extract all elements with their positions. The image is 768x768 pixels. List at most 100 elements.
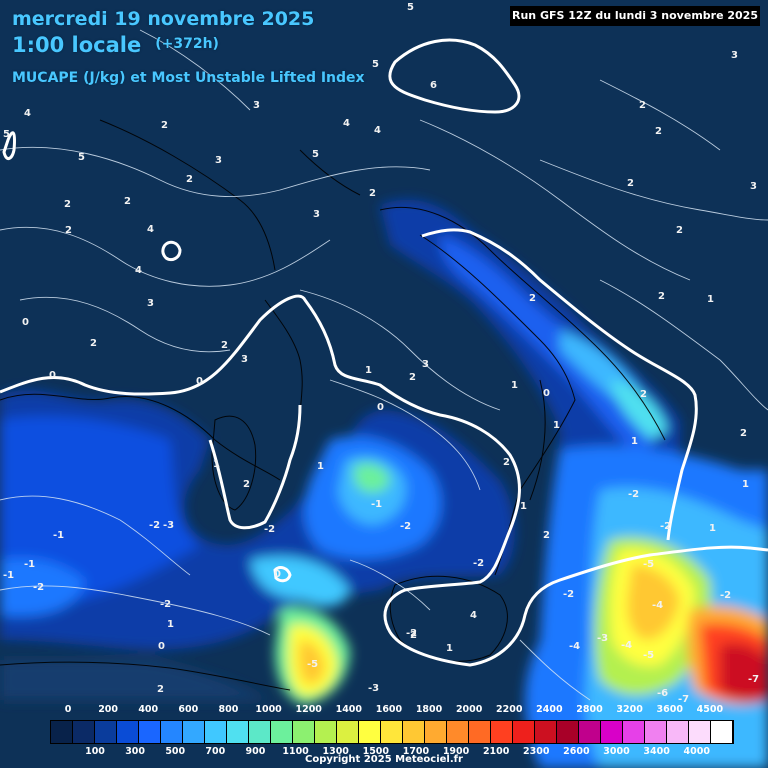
map-label: 2 (655, 126, 662, 137)
forecast-time: 1:00 locale (+372h) (12, 33, 219, 57)
map-label: 0 (49, 370, 56, 381)
legend-color-cell (645, 721, 667, 743)
legend-top-label: 1600 (375, 704, 403, 715)
legend-color-cell (403, 721, 425, 743)
map-label: 0 (158, 641, 165, 652)
map-label: -2 (400, 521, 411, 532)
legend-top-label: 1400 (335, 704, 363, 715)
map-label: 1 (742, 479, 749, 490)
map-label: 1 (520, 501, 527, 512)
legend-top-label: 400 (138, 704, 159, 715)
legend-color-cell (667, 721, 689, 743)
legend-color-cell (161, 721, 183, 743)
legend-bottom-label: 1300 (322, 746, 349, 757)
map-label: 4 (147, 224, 154, 235)
map-label: 1 (167, 619, 174, 630)
map-label: 2 (529, 293, 536, 304)
map-label: 2 (627, 178, 634, 189)
legend-color-cell (73, 721, 95, 743)
legend-bottom-label: 1900 (442, 746, 470, 757)
forecast-date: mercredi 19 novembre 2025 (12, 8, 315, 30)
map-label: 2 (639, 100, 646, 111)
legend-bottom-label: 500 (165, 746, 186, 757)
map-label: 2 (658, 291, 665, 302)
legend-color-cell (95, 721, 117, 743)
parameter-title: MUCAPE (J/kg) et Most Unstable Lifted In… (12, 70, 365, 86)
map-label: 2 (243, 479, 250, 490)
map-label: 3 (313, 209, 320, 220)
legend-top-label: 3200 (616, 704, 643, 715)
map-label: -2 (563, 589, 574, 600)
legend-color-cell (535, 721, 557, 743)
map-label: 2 (640, 389, 647, 400)
map-label: -2 (264, 524, 275, 535)
copyright: Copyright 2025 Meteociel.fr (305, 754, 463, 765)
map-label: 5 (78, 152, 85, 163)
legend-top-label: 0 (64, 704, 72, 715)
legend-bottom-label: 3000 (603, 746, 630, 757)
legend-top-label: 2400 (536, 704, 563, 715)
map-label: 2 (161, 120, 168, 131)
legend-color-cell (117, 721, 139, 743)
map-label: 3 (422, 359, 429, 370)
map-label: -1 (371, 499, 382, 510)
legend-bottom-label: 1100 (282, 746, 309, 757)
map-label: 4 (374, 125, 381, 136)
legend-top-label: 200 (98, 704, 119, 715)
legend-bottom-label: 1500 (362, 746, 390, 757)
map-label: 2 (157, 684, 164, 695)
legend-bottom-label: 100 (85, 746, 105, 757)
legend-color-cell (359, 721, 381, 743)
forecast-lead-time: (+372h) (155, 36, 219, 52)
map-label: 4 (135, 265, 142, 276)
map-label: 2 (64, 199, 71, 210)
map-label: 4 (24, 108, 31, 119)
map-label: -5 (643, 650, 654, 661)
map-label: -2 (660, 521, 671, 532)
map-label: -1 (53, 530, 64, 541)
legend-color-cell (293, 721, 315, 743)
map-label: 1 (446, 643, 453, 654)
map-labels: 5 5 3 6 4 5 3 5 2 2 3 4 2 2 5 3 2 2 4 2 … (3, 2, 759, 705)
contour-lines (0, 29, 768, 701)
legend-color-cell (205, 721, 227, 743)
map-label: 1 (707, 294, 714, 305)
legend-bottom-label: 2300 (523, 746, 550, 757)
map-label: 2 (409, 372, 416, 383)
map-label: 0 (22, 317, 29, 328)
map-label: 0 (377, 402, 384, 413)
map-label: 0 (196, 376, 203, 387)
map-label: -2 (33, 582, 44, 593)
map-label: 5 (312, 149, 319, 160)
map-label: 1 (553, 420, 560, 431)
map-label: -5 (307, 659, 318, 670)
map-label: 1 (709, 523, 716, 534)
map-label: -3 (597, 633, 608, 644)
legend-bottom-label: 900 (245, 746, 266, 757)
map-label: -5 (643, 559, 654, 570)
map-label: 1 (317, 461, 324, 472)
map-label: 3 (147, 298, 154, 309)
map-label: -4 (621, 640, 632, 651)
map-label: -2 (160, 599, 171, 610)
legend-color-cell (337, 721, 359, 743)
map-label: 2 (369, 188, 376, 199)
map-label: -2 (720, 590, 731, 601)
map-label: -2 (406, 628, 417, 639)
legend-color-cell (425, 721, 447, 743)
map-label: 6 (430, 80, 437, 91)
legend-bottom-label: 2100 (482, 746, 510, 757)
legend-top-label: 4500 (696, 704, 724, 715)
legend-colorbar (50, 720, 734, 744)
map-label: 0 (274, 569, 281, 580)
map-label: -4 (652, 600, 663, 611)
legend-bottom-label: 4000 (683, 746, 710, 757)
legend-color-cell (579, 721, 601, 743)
legend-bottom-label: 700 (205, 746, 226, 757)
map-label: 3 (241, 354, 248, 365)
legend-top-label: 2000 (455, 704, 483, 715)
map-label: 3 (253, 100, 260, 111)
map-label: 2 (410, 630, 417, 641)
legend-color-cell (315, 721, 337, 743)
